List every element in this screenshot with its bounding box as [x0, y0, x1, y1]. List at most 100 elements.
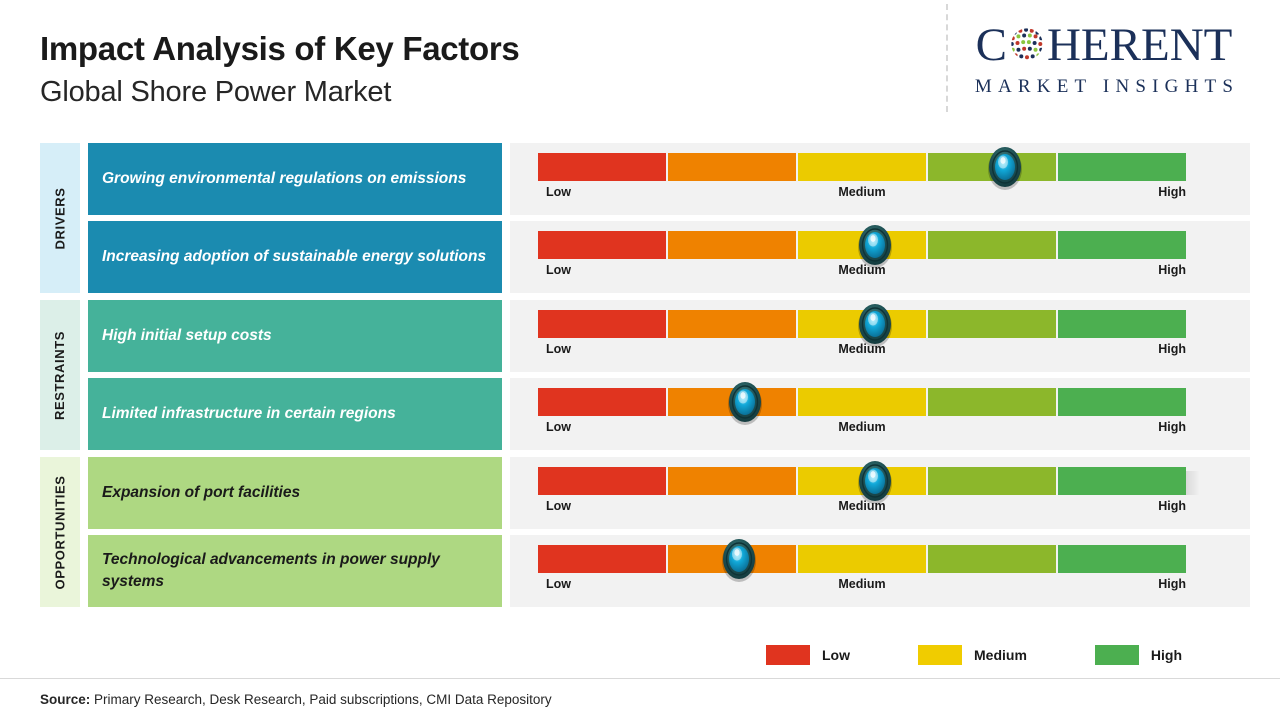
- gauge-row: Low Medium High: [510, 300, 1250, 372]
- impact-bar-segment-4: [928, 545, 1058, 573]
- factor-label: Growing environmental regulations on emi…: [102, 169, 467, 187]
- logo: C: [948, 18, 1260, 98]
- impact-bar-segment-5: [1058, 310, 1186, 338]
- impact-bar-segment-5: [1058, 153, 1186, 181]
- impact-bar-segment-4: [928, 467, 1058, 495]
- impact-bar-segment-2: [668, 467, 798, 495]
- logo-tagline: MARKET INSIGHTS: [974, 76, 1240, 97]
- logo-wordmark-text: HERENT: [1046, 18, 1233, 71]
- gauge-row: Low Medium High: [510, 378, 1250, 450]
- factor-label: High initial setup costs: [102, 326, 272, 344]
- scale-label-high: High: [1158, 577, 1186, 591]
- impact-bar-segment-1: [538, 545, 668, 573]
- factor-box[interactable]: Expansion of port facilities: [88, 457, 502, 529]
- category-label: RESTRAINTS: [52, 330, 68, 420]
- legend-swatch: [1094, 645, 1139, 665]
- factor-box[interactable]: Limited infrastructure in certain region…: [88, 378, 502, 450]
- impact-bar-segment-2: [668, 231, 798, 259]
- category-band-drivers: DRIVERS: [40, 143, 80, 293]
- impact-legend: Low Medium High: [766, 645, 1182, 665]
- impact-bar-segment-3: [798, 467, 928, 495]
- scale-label-high: High: [1158, 263, 1186, 277]
- impact-bar-segment-1: [538, 153, 668, 181]
- scale-label-high: High: [1158, 420, 1186, 434]
- legend-item: Low: [766, 645, 850, 665]
- impact-bar-segment-2: [668, 545, 798, 573]
- scale-label-medium: Medium: [838, 185, 886, 199]
- category-label: OPPORTUNITIES: [52, 475, 68, 589]
- legend-item: High: [1094, 645, 1182, 665]
- factor-box[interactable]: Growing environmental regulations on emi…: [88, 143, 502, 215]
- impact-bar-segment-2: [668, 310, 798, 338]
- impact-bar: [538, 545, 1186, 573]
- impact-bar-segment-3: [798, 231, 928, 259]
- impact-bar: [538, 310, 1186, 338]
- page-title: Impact Analysis of Key Factors: [40, 30, 520, 67]
- gauge-row: Low Medium High: [510, 143, 1250, 215]
- impact-bar: [538, 231, 1186, 259]
- scale-label-low: Low: [546, 342, 571, 356]
- impact-bar-segment-4: [928, 388, 1058, 416]
- impact-bar-segment-4: [928, 310, 1058, 338]
- logo-letter-c: C: [975, 18, 1007, 71]
- page-subtitle: Global Shore Power Market: [40, 75, 392, 108]
- scale-label-low: Low: [546, 499, 571, 513]
- header-divider: [946, 4, 948, 112]
- gauge-row: Low Medium High: [510, 221, 1250, 293]
- category-band-opportunities: OPPORTUNITIES: [40, 457, 80, 607]
- legend-item: Medium: [918, 645, 1027, 665]
- impact-bar-segment-4: [928, 231, 1058, 259]
- factor-box[interactable]: Increasing adoption of sustainable energ…: [88, 221, 502, 293]
- impact-bar-segment-3: [798, 310, 928, 338]
- source-text: Primary Research, Desk Research, Paid su…: [90, 692, 552, 707]
- category-band-restraints: RESTRAINTS: [40, 300, 80, 450]
- factor-label: Expansion of port facilities: [102, 483, 301, 501]
- legend-label: High: [1150, 647, 1182, 663]
- category-label: DRIVERS: [52, 187, 68, 249]
- scale-label-medium: Medium: [838, 499, 886, 513]
- scale-label-low: Low: [546, 420, 571, 434]
- scale-label-low: Low: [546, 577, 571, 591]
- impact-bar-segment-2: [668, 153, 798, 181]
- legend-swatch: [766, 645, 810, 665]
- impact-bar-segment-3: [798, 388, 928, 416]
- logo-wordmark: C: [948, 18, 1260, 71]
- page-title-block: Impact Analysis of Key Factors Global Sh…: [40, 30, 520, 110]
- gauge-row: Low Medium High: [510, 457, 1250, 529]
- impact-bar-segment-4: [928, 153, 1058, 181]
- source-note: Source: Primary Research, Desk Research,…: [40, 692, 552, 707]
- impact-bar: [538, 153, 1186, 181]
- scale-label-medium: Medium: [838, 577, 886, 591]
- impact-bar-segment-1: [538, 231, 668, 259]
- impact-bar: [538, 467, 1186, 495]
- factor-box[interactable]: High initial setup costs: [88, 300, 502, 372]
- scale-label-medium: Medium: [838, 342, 886, 356]
- scale-label-low: Low: [546, 263, 571, 277]
- factor-label: Limited infrastructure in certain region…: [102, 404, 396, 422]
- scale-label-medium: Medium: [838, 420, 886, 434]
- source-label: Source:: [40, 692, 91, 707]
- scale-label-low: Low: [546, 185, 571, 199]
- scale-label-high: High: [1158, 342, 1186, 356]
- impact-bar-segment-3: [798, 545, 928, 573]
- impact-bar-segment-5: [1058, 467, 1186, 495]
- scale-label-medium: Medium: [838, 263, 886, 277]
- scale-label-high: High: [1158, 499, 1186, 513]
- factor-label: Technological advancements in power supp…: [102, 550, 440, 590]
- legend-label: Low: [822, 647, 850, 663]
- impact-bar-segment-1: [538, 310, 668, 338]
- impact-bar-segment-5: [1058, 545, 1186, 573]
- factor-label: Increasing adoption of sustainable energ…: [102, 247, 487, 265]
- impact-bar-segment-5: [1058, 388, 1186, 416]
- impact-bar-segment-1: [538, 388, 668, 416]
- impact-bar-segment-1: [538, 467, 668, 495]
- impact-bar: [538, 388, 1186, 416]
- legend-swatch: [918, 645, 962, 665]
- impact-bar-segment-5: [1058, 231, 1186, 259]
- factor-box[interactable]: Technological advancements in power supp…: [88, 535, 502, 607]
- scale-label-high: High: [1158, 185, 1186, 199]
- globe-sphere-icon: [1010, 27, 1044, 61]
- gauge-row: Low Medium High: [510, 535, 1250, 607]
- footer-divider: [0, 678, 1280, 679]
